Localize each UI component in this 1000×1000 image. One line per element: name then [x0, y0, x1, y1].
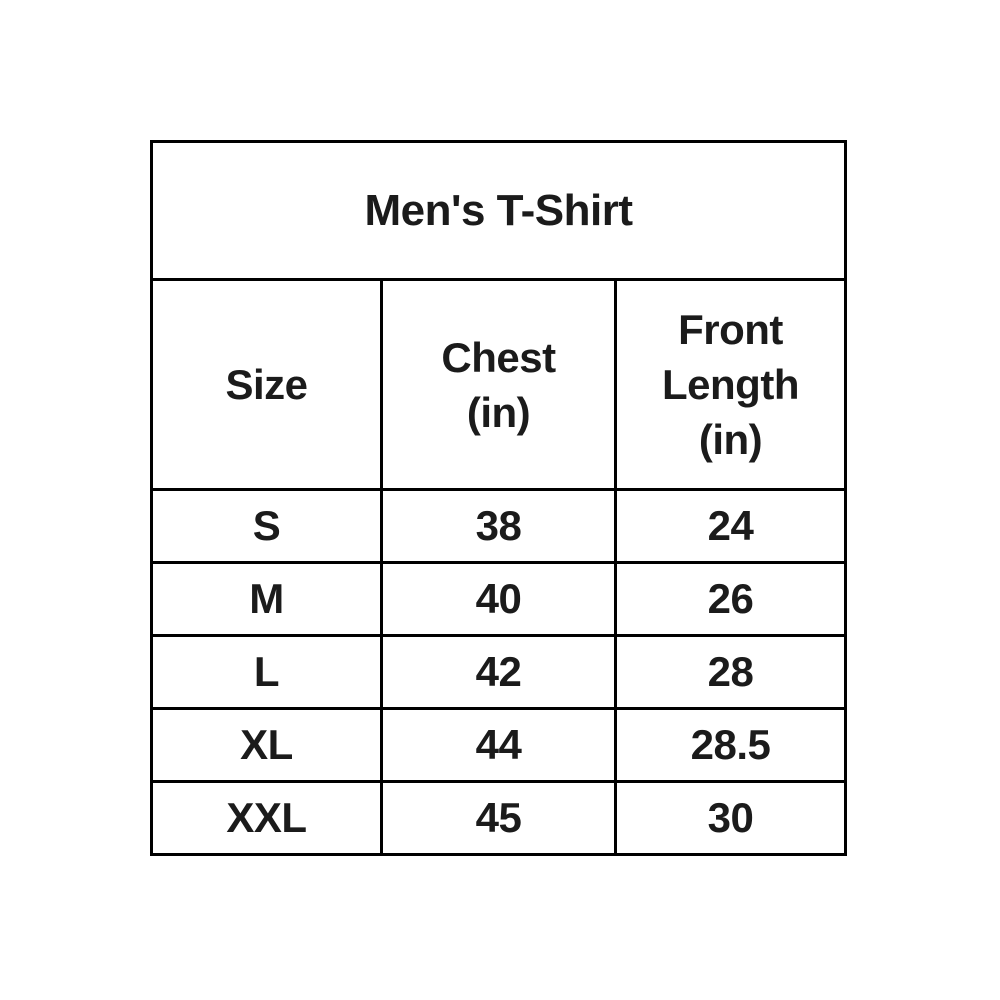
table-row-s: S 38 24 [150, 488, 847, 564]
table-row-m: M 40 26 [150, 561, 847, 637]
chest-cell: 40 [380, 561, 617, 637]
column-header-chest: Chest (in) [380, 278, 617, 491]
front-length-cell: 26 [614, 561, 847, 637]
size-cell: M [150, 561, 383, 637]
table-title: Men's T-Shirt [150, 140, 847, 281]
front-length-cell: 30 [614, 780, 847, 856]
table-row-xl: XL 44 28.5 [150, 707, 847, 783]
front-length-cell: 28 [614, 634, 847, 710]
size-cell: XXL [150, 780, 383, 856]
size-chart-table: Men's T-Shirt Size Chest (in) Front Leng… [150, 140, 847, 856]
size-cell: L [150, 634, 383, 710]
chest-cell: 38 [380, 488, 617, 564]
column-header-size: Size [150, 278, 383, 491]
table-row-l: L 42 28 [150, 634, 847, 710]
table-row-xxl: XXL 45 30 [150, 780, 847, 856]
size-cell: S [150, 488, 383, 564]
title-row: Men's T-Shirt [150, 140, 847, 281]
chest-cell: 42 [380, 634, 617, 710]
front-length-cell: 24 [614, 488, 847, 564]
size-cell: XL [150, 707, 383, 783]
header-row: Size Chest (in) Front Length (in) [150, 278, 847, 491]
chest-cell: 44 [380, 707, 617, 783]
chest-cell: 45 [380, 780, 617, 856]
front-length-cell: 28.5 [614, 707, 847, 783]
column-header-front-length: Front Length (in) [614, 278, 847, 491]
